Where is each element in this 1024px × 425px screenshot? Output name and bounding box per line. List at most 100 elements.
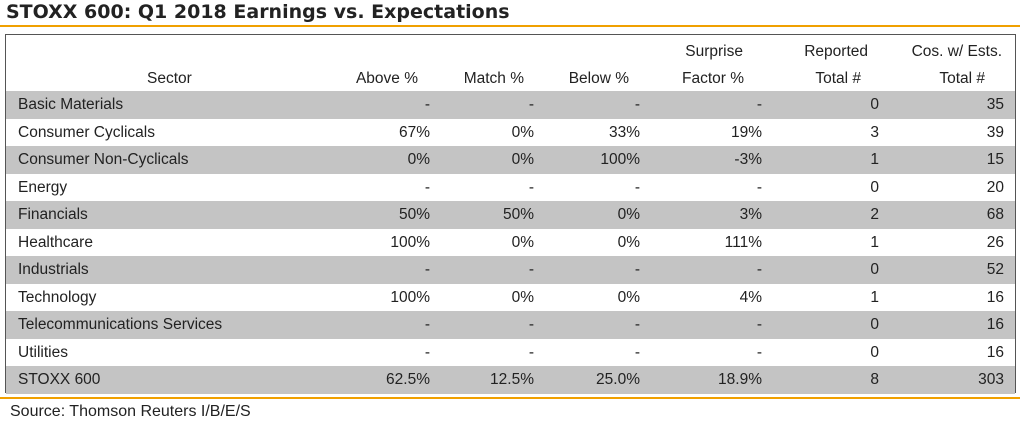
cell-reported: 0: [870, 261, 879, 278]
cell-match: -: [528, 261, 534, 278]
cell-reported: 2: [870, 206, 879, 223]
cell-cos: 16: [986, 288, 1004, 306]
cell-match: 12.5%: [490, 371, 534, 388]
cell-sector: Healthcare: [18, 233, 93, 251]
cell-sector: Telecommunications Services: [18, 316, 223, 333]
cell-above: 50%: [398, 206, 430, 223]
cell-below: -: [634, 178, 640, 196]
table-row: Financials 50% 50% 0% 3% 2 68: [6, 201, 1015, 229]
table-body: Basic Materials - - - - 0 35 Consumer Cy…: [6, 91, 1015, 394]
table-row: Industrials - - - - 0 52: [6, 256, 1015, 284]
cell-above: -: [424, 316, 430, 333]
table-row: Telecommunications Services - - - - 0 16: [6, 311, 1015, 339]
cell-reported: 8: [870, 371, 879, 388]
cell-surprise: -: [756, 316, 762, 333]
header-cos-top: Cos. w/ Ests.: [911, 43, 1002, 60]
cell-match: 0%: [511, 123, 534, 141]
cell-cos: 35: [986, 96, 1004, 113]
table-row: Healthcare 100% 0% 0% 111% 1 26: [6, 229, 1015, 257]
table-total-row: STOXX 600 62.5% 12.5% 25.0% 18.9% 8 303: [6, 366, 1015, 394]
cell-sector: Industrials: [18, 261, 89, 278]
cell-above: -: [424, 96, 430, 113]
cell-sector: Technology: [18, 288, 97, 306]
cell-reported: 0: [870, 343, 879, 361]
cell-above: 62.5%: [386, 371, 430, 388]
source-note: Source: Thomson Reuters I/B/E/S: [10, 403, 251, 420]
cell-below: -: [634, 261, 640, 278]
table-row: Basic Materials - - - - 0 35: [6, 91, 1015, 119]
cell-sector: Consumer Cyclicals: [18, 123, 155, 141]
cell-below: 25.0%: [596, 371, 640, 388]
cell-match: 0%: [511, 288, 534, 306]
cell-surprise: 4%: [739, 288, 762, 306]
cell-cos: 16: [986, 316, 1004, 333]
table-header: Sector Above % Match % Below % Surprise …: [6, 35, 1015, 91]
cell-surprise: 3%: [739, 206, 762, 223]
cell-cos: 52: [986, 261, 1004, 278]
header-cos-bottom: Total #: [939, 70, 985, 87]
cell-above: 100%: [390, 288, 430, 306]
cell-surprise: 19%: [730, 123, 762, 141]
header-below: Below %: [568, 70, 629, 87]
header-match: Match %: [463, 70, 524, 87]
cell-below: -: [634, 343, 640, 361]
cell-cos: 303: [978, 371, 1004, 388]
cell-below: 0%: [617, 288, 640, 306]
cell-below: -: [634, 316, 640, 333]
cell-below: 33%: [608, 123, 640, 141]
cell-cos: 15: [986, 151, 1004, 168]
cell-surprise: -: [756, 96, 762, 113]
cell-match: 0%: [511, 233, 534, 251]
cell-cos: 68: [986, 206, 1004, 223]
cell-above: 0%: [407, 151, 430, 168]
cell-cos: 20: [986, 178, 1004, 196]
cell-reported: 1: [870, 233, 879, 251]
cell-sector: Basic Materials: [18, 96, 124, 113]
cell-match: -: [528, 178, 534, 196]
table-title: STOXX 600: Q1 2018 Earnings vs. Expectat…: [6, 1, 510, 23]
source-divider: [0, 397, 1020, 399]
header-above: Above %: [355, 70, 418, 87]
cell-match: 0%: [511, 151, 534, 168]
header-surprise-bottom: Factor %: [681, 70, 744, 87]
cell-below: -: [634, 96, 640, 113]
cell-below: 0%: [617, 233, 640, 251]
cell-above: 100%: [390, 233, 430, 251]
table-row: Consumer Cyclicals 67% 0% 33% 19% 3 39: [6, 119, 1015, 147]
cell-surprise: 18.9%: [718, 371, 762, 388]
cell-above: -: [424, 343, 430, 361]
table-row: Consumer Non-Cyclicals 0% 0% 100% -3% 1 …: [6, 146, 1015, 174]
cell-surprise: -: [756, 343, 762, 361]
cell-surprise: -: [756, 261, 762, 278]
header-surprise-top: Surprise: [685, 43, 743, 60]
cell-above: 67%: [398, 123, 430, 141]
cell-match: -: [528, 343, 534, 361]
cell-surprise: -: [756, 178, 762, 196]
cell-sector: Energy: [18, 178, 68, 196]
cell-sector: Financials: [18, 206, 88, 223]
table-row: Technology 100% 0% 0% 4% 1 16: [6, 284, 1015, 312]
cell-cos: 39: [986, 123, 1004, 141]
cell-reported: 3: [870, 123, 879, 141]
cell-reported: 0: [870, 316, 879, 333]
cell-reported: 1: [870, 151, 879, 168]
cell-surprise: -3%: [734, 151, 762, 168]
cell-reported: 1: [870, 288, 879, 306]
header-reported-top: Reported: [804, 43, 868, 60]
cell-sector: Utilities: [18, 343, 68, 361]
cell-above: -: [424, 261, 430, 278]
cell-cos: 16: [986, 343, 1004, 361]
title-divider: [0, 25, 1020, 27]
cell-sector: Consumer Non-Cyclicals: [18, 151, 189, 168]
cell-match: 50%: [502, 206, 534, 223]
header-reported-bottom: Total #: [815, 70, 861, 87]
cell-reported: 0: [870, 96, 879, 113]
cell-match: -: [528, 316, 534, 333]
cell-reported: 0: [870, 178, 879, 196]
header-sector: Sector: [147, 70, 192, 87]
table-row: Utilities - - - - 0 16: [6, 339, 1015, 367]
table-row: Energy - - - - 0 20: [6, 174, 1015, 202]
cell-below: 0%: [617, 206, 640, 223]
cell-below: 100%: [600, 151, 640, 168]
cell-cos: 26: [986, 233, 1004, 251]
